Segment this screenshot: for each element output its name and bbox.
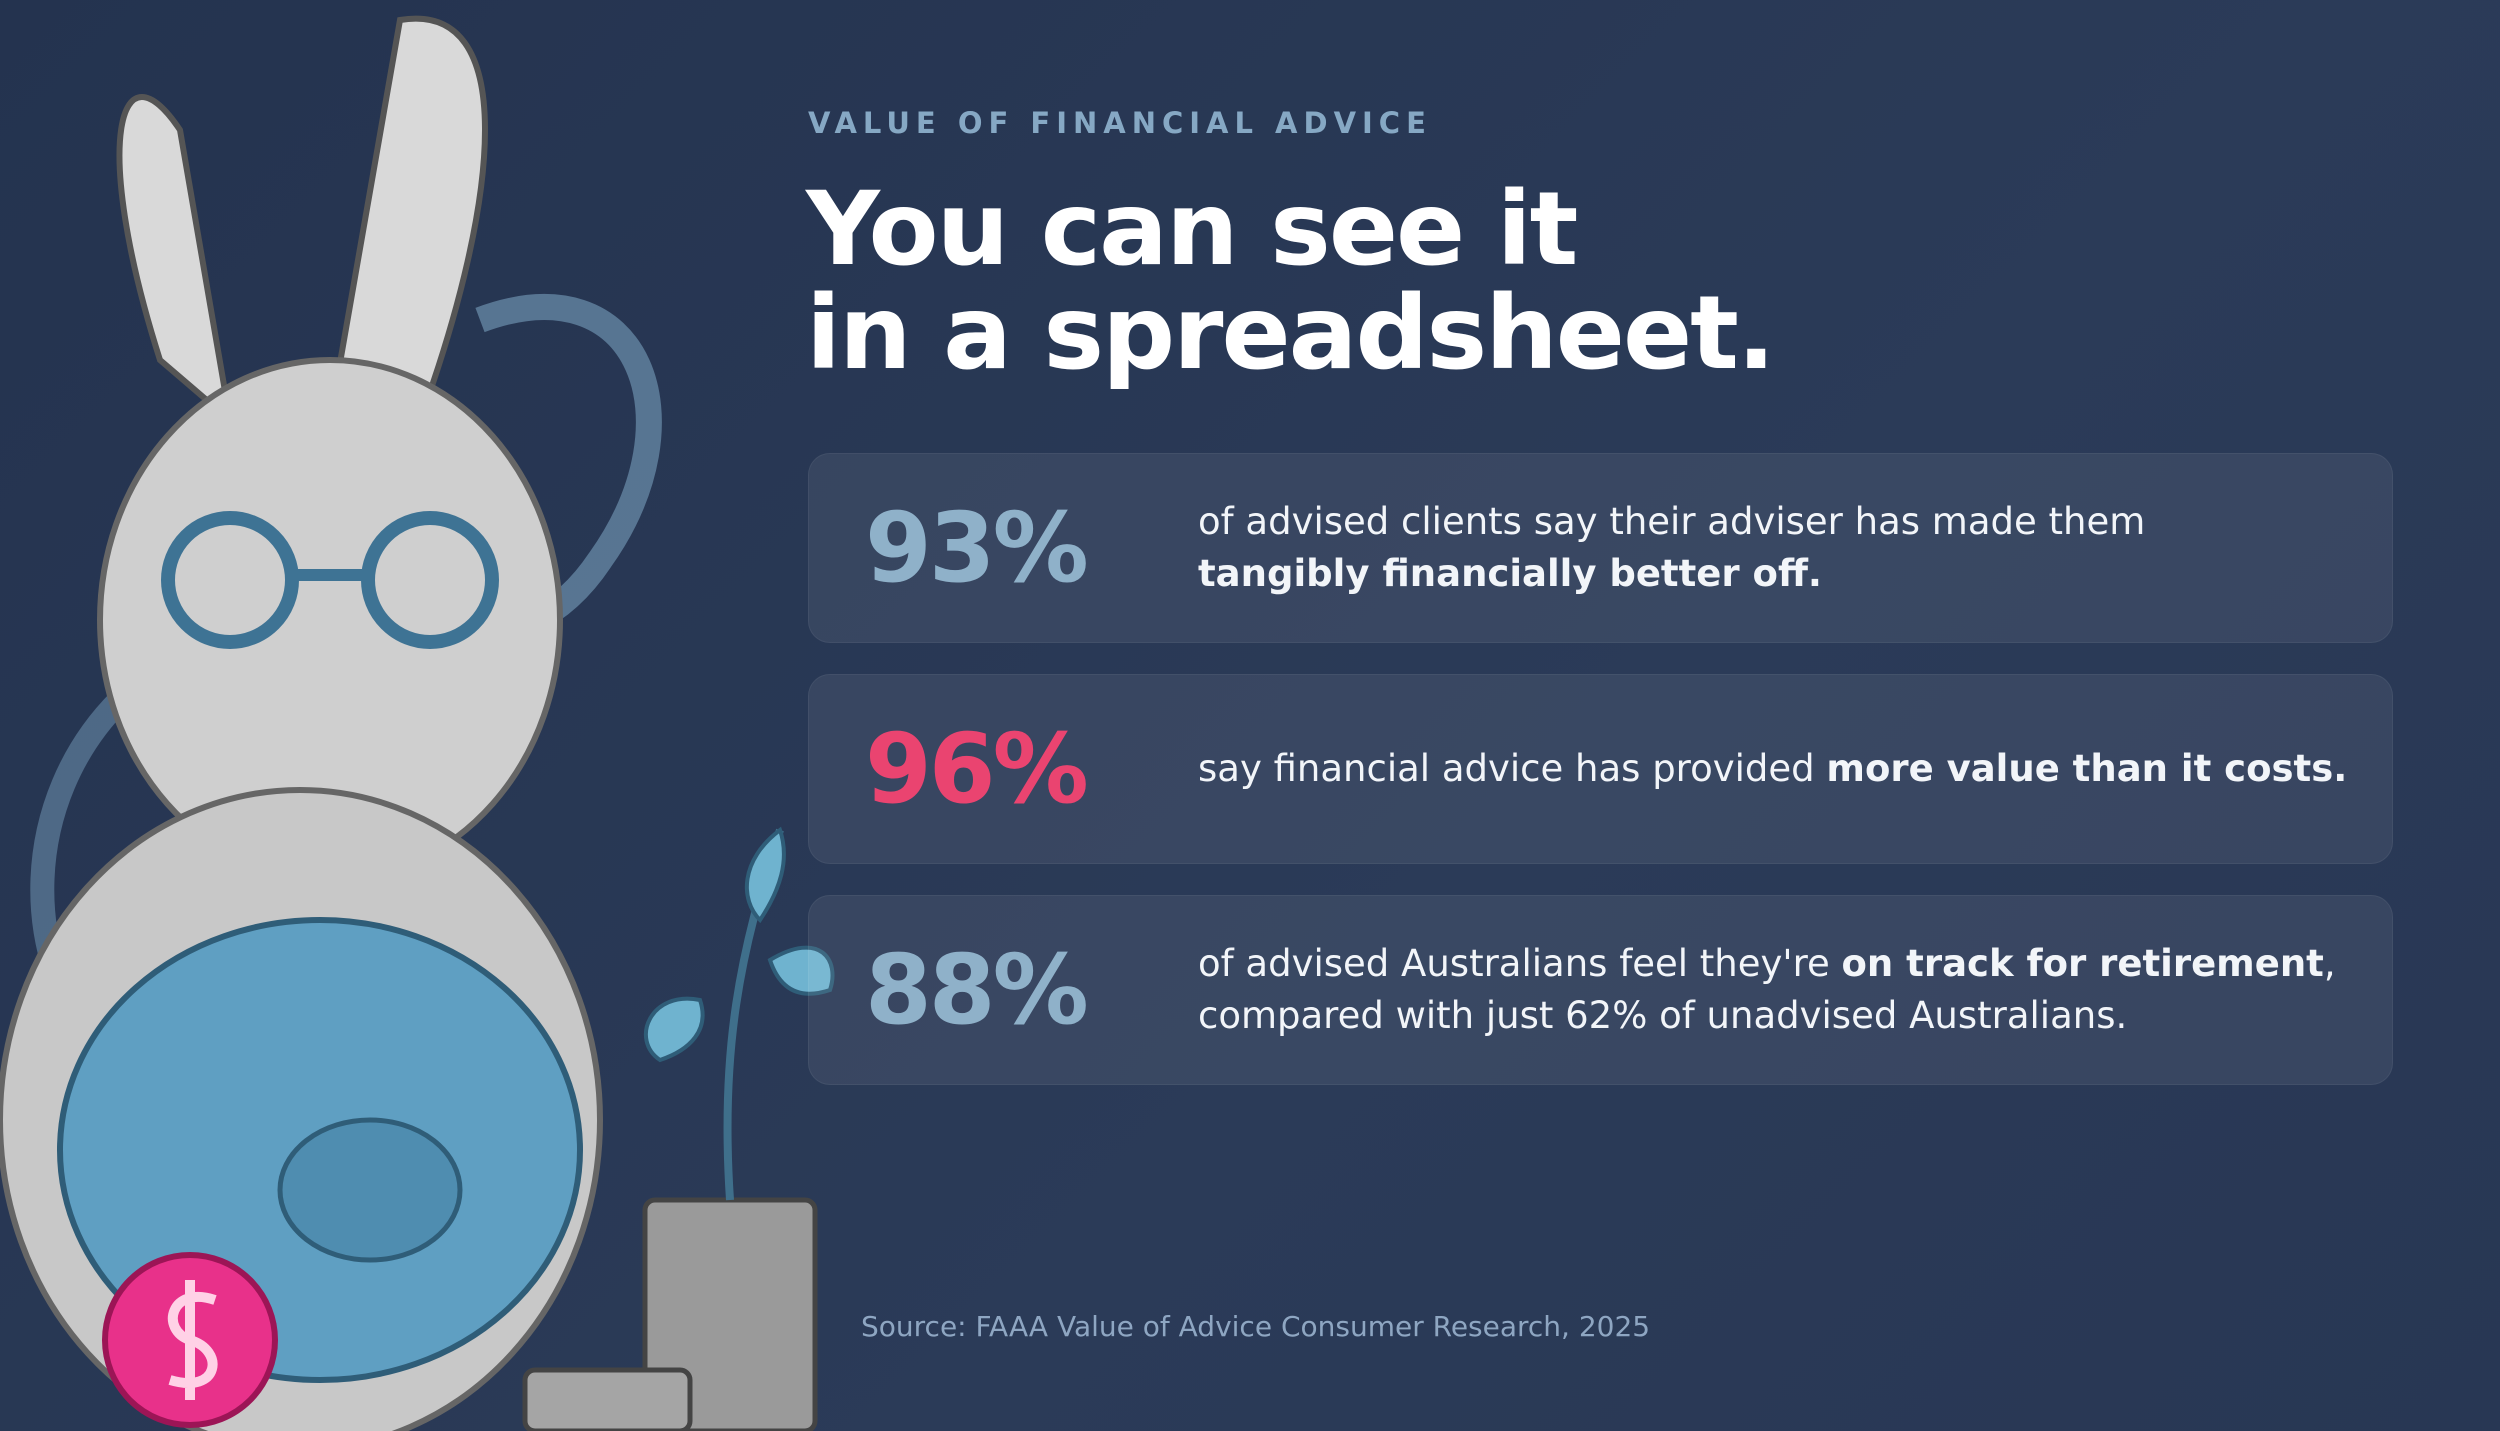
eyebrow: VALUE OF FINANCIAL ADVICE [808,106,1432,140]
stat-text: of advised clients say their adviser has… [1198,454,2145,642]
text-run: of advised Australians feel they're [1198,942,1842,985]
text-line: compared with just 62% of unadvised Aust… [1198,990,2336,1042]
stat-figure: 88% [865,934,1089,1046]
source-note: Source: FAAA Value of Advice Consumer Re… [861,1310,1651,1343]
headline-line: You can see it [806,170,1578,289]
stat-text: of advised Australians feel they're on t… [1198,896,2336,1084]
text-line: of advised clients say their adviser has… [1198,496,2145,548]
text-line: say financial advice has provided more v… [1198,743,2347,795]
text-run: of advised clients say their adviser has… [1198,500,2146,543]
text-run: say financial advice has provided [1198,747,1827,790]
stat-card: 96% say financial advice has provided mor… [808,674,2393,864]
stat-text: say financial advice has provided more v… [1198,675,2347,863]
piggy-snout [277,1117,463,1263]
text-line: tangibly financially better off. [1198,548,2145,600]
coin-stack [522,1367,693,1431]
headline-line: in a spreadsheet. [806,274,1776,393]
stat-card: 93% of advised clients say their adviser … [808,453,2393,643]
stat-figure: 96% [865,713,1089,825]
headline: You can see it in a spreadsheet. [806,170,1776,393]
emphasis: on track for retirement [1841,942,2324,985]
text-run: compared with just 62% of unadvised Aust… [1198,994,2128,1037]
emphasis: tangibly financially better off. [1198,552,1822,595]
illustration [0,15,835,1431]
stat-card: 88% of advised Australians feel they're o… [808,895,2393,1085]
rabbit-ear [326,15,488,423]
stat-figure: 93% [865,492,1089,604]
dollar-sign [167,1280,218,1400]
text-run: , [2323,942,2336,985]
text-line: of advised Australians feel they're on t… [1198,938,2336,990]
emphasis: more value than it costs. [1826,747,2348,790]
leaves [643,826,835,1063]
rabbit-ear [116,94,235,428]
